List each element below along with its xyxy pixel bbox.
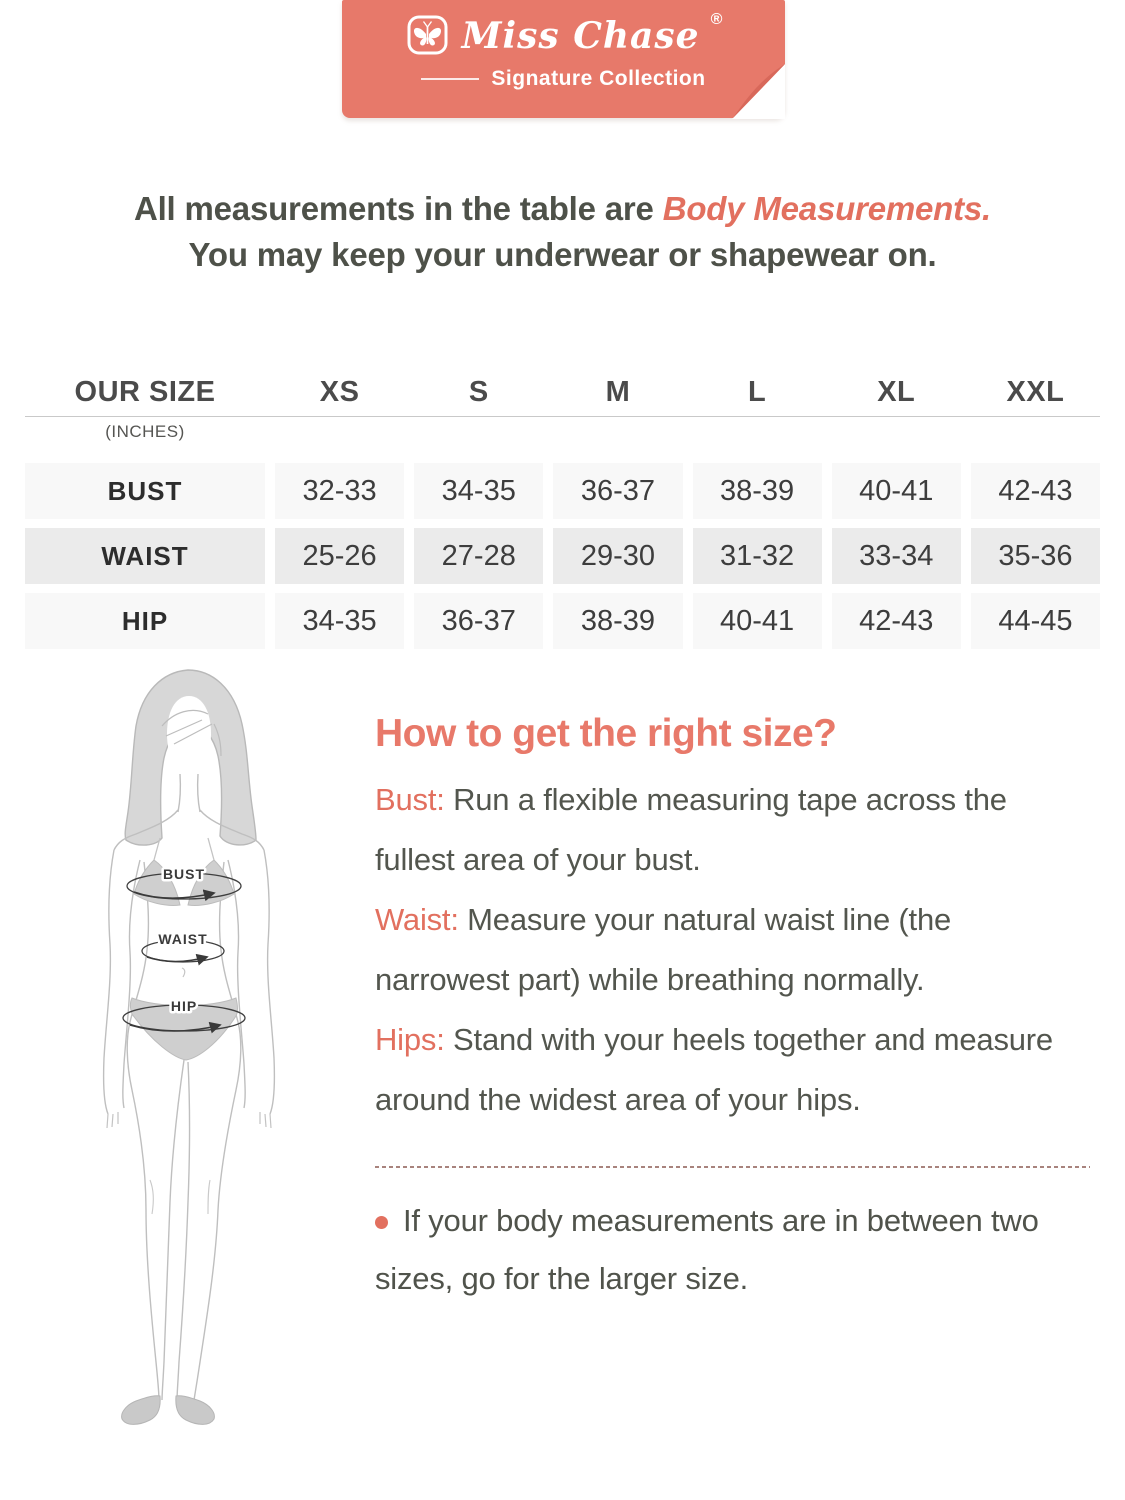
figure-bust-label: BUST xyxy=(163,866,205,882)
guide-lead-hips: Hips: xyxy=(375,1022,445,1057)
between-sizes-note: If your body measurements are in between… xyxy=(375,1192,1045,1308)
intro-line-1-text: All measurements in the table are xyxy=(133,190,663,227)
size-cell: 32-33 xyxy=(275,463,405,519)
tagline-rule xyxy=(421,78,480,80)
figure-waist-label: WAIST xyxy=(158,931,207,947)
column-header-s: S xyxy=(468,375,489,408)
row-label-waist: WAIST xyxy=(25,528,265,584)
column-header-l: L xyxy=(747,375,767,408)
waist-measure-arrow xyxy=(146,953,209,966)
table-row-bust: BUST 32-33 34-35 36-37 38-39 40-41 42-43 xyxy=(25,463,1100,519)
brand-name: Miss Chase xyxy=(461,15,700,57)
note-text: If your body measurements are in between… xyxy=(375,1203,1039,1296)
table-body: BUST 32-33 34-35 36-37 38-39 40-41 42-43… xyxy=(25,463,1100,649)
intro-line-2: You may keep your underwear or shapewear… xyxy=(188,236,937,273)
figure-hip-label: HIP xyxy=(171,998,197,1014)
figure-bra xyxy=(133,859,181,906)
intro-line-1: All measurements in the table are Body M… xyxy=(0,186,1125,232)
intro-note: All measurements in the table are Body M… xyxy=(0,186,1125,278)
dotted-divider xyxy=(375,1166,1090,1168)
table-header-divider xyxy=(25,416,1100,417)
table-header-row: OUR SIZE XS S M L XL XXL xyxy=(25,368,1100,416)
row-label-bust: BUST xyxy=(25,463,265,519)
size-cell: 27-28 xyxy=(414,528,544,584)
size-cell: 29-30 xyxy=(553,528,683,584)
guide-item-hips: Hips: Stand with your heels together and… xyxy=(375,1010,1087,1130)
figure-face xyxy=(167,696,211,778)
size-cell: 25-26 xyxy=(275,528,405,584)
bust-measure-arrow xyxy=(133,889,216,902)
size-cell: 42-43 xyxy=(831,593,961,649)
guide-text-hips: Stand with your heels together and measu… xyxy=(375,1022,1053,1117)
units-label: (INCHES) xyxy=(105,422,185,441)
size-cell: 34-35 xyxy=(414,463,544,519)
column-header-m: M xyxy=(605,375,631,408)
table-row-waist: WAIST 25-26 27-28 29-30 31-32 33-34 35-3… xyxy=(25,528,1100,584)
column-header-xs: XS xyxy=(319,375,360,408)
size-cell: 31-32 xyxy=(692,528,822,584)
column-header-our-size: OUR SIZE xyxy=(74,375,216,408)
guide-heading: How to get the right size? xyxy=(375,712,837,755)
brand-tagline: Signature Collection xyxy=(491,67,706,90)
bullet-dot xyxy=(375,1216,388,1229)
sizing-guide: How to get the right size? Bust: Run a f… xyxy=(375,712,1090,1308)
guide-lead-bust: Bust: xyxy=(375,782,445,817)
body-measurement-figure: BUST WAIST HIP xyxy=(62,662,342,1462)
row-label-hip: HIP xyxy=(25,593,265,649)
brand-tagline-row: Signature Collection xyxy=(421,67,705,91)
column-header-xxl: XXL xyxy=(1006,375,1065,408)
guide-lead-waist: Waist: xyxy=(375,902,459,937)
size-cell: 44-45 xyxy=(970,593,1100,649)
size-cell: 35-36 xyxy=(970,528,1100,584)
size-cell: 34-35 xyxy=(275,593,405,649)
hip-measure-arrow xyxy=(129,1021,222,1034)
figure-underwear xyxy=(130,997,238,1061)
size-cell: 33-34 xyxy=(831,528,961,584)
registered-trademark: ® xyxy=(710,11,723,28)
size-cell: 40-41 xyxy=(831,463,961,519)
size-chart-table: OUR SIZE XS S M L XL XXL (INCHES) BUST 3… xyxy=(25,368,1100,658)
guide-item-bust: Bust: Run a flexible measuring tape acro… xyxy=(375,770,1087,890)
size-cell: 38-39 xyxy=(553,593,683,649)
size-cell: 36-37 xyxy=(553,463,683,519)
size-cell: 42-43 xyxy=(970,463,1100,519)
column-header-xl: XL xyxy=(877,375,916,408)
banner-fold-corner xyxy=(732,64,785,119)
size-cell: 38-39 xyxy=(692,463,822,519)
intro-accent-text: Body Measurements. xyxy=(662,190,992,227)
bust-measure-ellipse xyxy=(126,872,242,900)
brand-banner: Miss Chase ® Signature Collection xyxy=(342,0,785,119)
brand-logo-row: Miss Chase ® xyxy=(405,11,723,63)
size-cell: 36-37 xyxy=(414,593,544,649)
butterfly-logo-icon xyxy=(407,15,448,55)
figure-shoes xyxy=(121,1395,215,1425)
guide-text-bust: Run a flexible measuring tape across the… xyxy=(375,782,1007,877)
guide-text-waist: Measure your natural waist line (the nar… xyxy=(375,902,952,997)
guide-item-waist: Waist: Measure your natural waist line (… xyxy=(375,890,1087,1010)
size-cell: 40-41 xyxy=(692,593,822,649)
table-row-hip: HIP 34-35 36-37 38-39 40-41 42-43 44-45 xyxy=(25,593,1100,649)
